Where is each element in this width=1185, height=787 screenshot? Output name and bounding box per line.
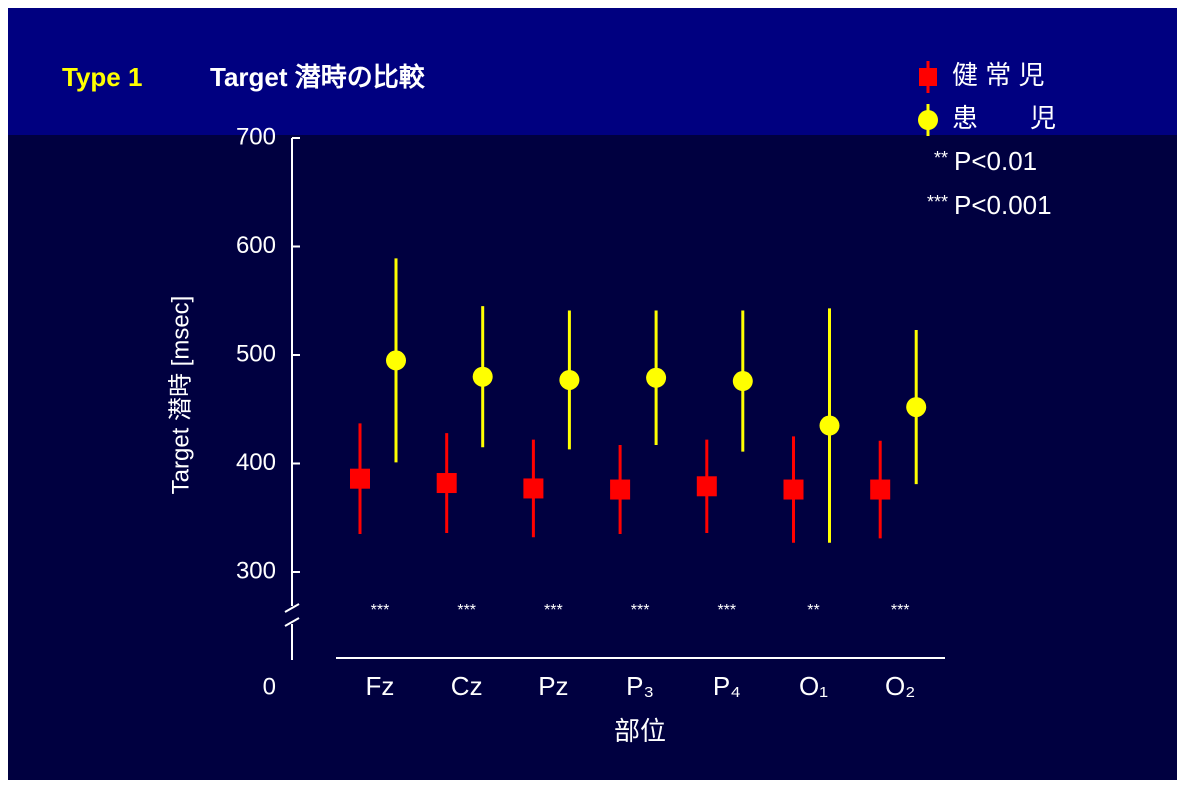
significance: *** — [371, 602, 390, 619]
significance: *** — [457, 602, 476, 619]
marker — [819, 415, 840, 436]
y-tick-label: 400 — [236, 449, 276, 476]
axis-break — [284, 603, 300, 613]
marker — [696, 476, 717, 497]
x-tick-label: O₂ — [885, 671, 915, 701]
legend-label: 患 児 — [952, 103, 1056, 133]
legend-label: P<0.001 — [954, 190, 1052, 220]
marker — [783, 479, 804, 500]
axis-break — [284, 617, 300, 627]
significance: *** — [891, 602, 910, 619]
significance: ** — [807, 602, 819, 619]
y-tick-label: 700 — [236, 123, 276, 150]
x-tick-label: P₄ — [713, 671, 741, 701]
x-tick-label: P₃ — [626, 671, 654, 701]
marker — [436, 473, 457, 494]
slide-background — [8, 8, 1177, 780]
x-tick-label: Fz — [366, 671, 395, 701]
x-tick-label: Cz — [451, 671, 483, 701]
marker — [732, 371, 753, 392]
marker — [906, 397, 927, 418]
x-tick-label: Pz — [538, 671, 568, 701]
legend-marker — [919, 68, 937, 86]
x-tick-label: O₁ — [799, 671, 828, 701]
marker — [610, 479, 631, 500]
legend-stars: *** — [927, 192, 948, 212]
header-band — [8, 8, 1177, 135]
y-tick-label: 300 — [236, 557, 276, 584]
title-prefix: Type 1 — [62, 62, 142, 92]
y-tick-label: 600 — [236, 232, 276, 259]
significance: *** — [631, 602, 650, 619]
x-axis-label: 部位 — [614, 716, 666, 746]
legend-stars: ** — [934, 148, 948, 168]
marker — [523, 478, 544, 499]
marker — [472, 366, 493, 387]
marker — [350, 468, 370, 489]
legend-label: 健 常 児 — [952, 60, 1044, 90]
legend-marker — [918, 110, 938, 130]
significance: *** — [717, 602, 736, 619]
significance: *** — [544, 602, 563, 619]
marker — [559, 369, 580, 390]
y-axis-label: Target 潜時 [msec] — [167, 296, 194, 495]
marker — [646, 367, 667, 388]
legend-label: P<0.01 — [954, 146, 1037, 176]
y-break-label: 0 — [263, 673, 276, 700]
marker — [386, 350, 406, 371]
chart-title: Target 潜時の比較 — [210, 62, 426, 92]
y-tick-label: 500 — [236, 340, 276, 367]
marker — [870, 479, 891, 500]
